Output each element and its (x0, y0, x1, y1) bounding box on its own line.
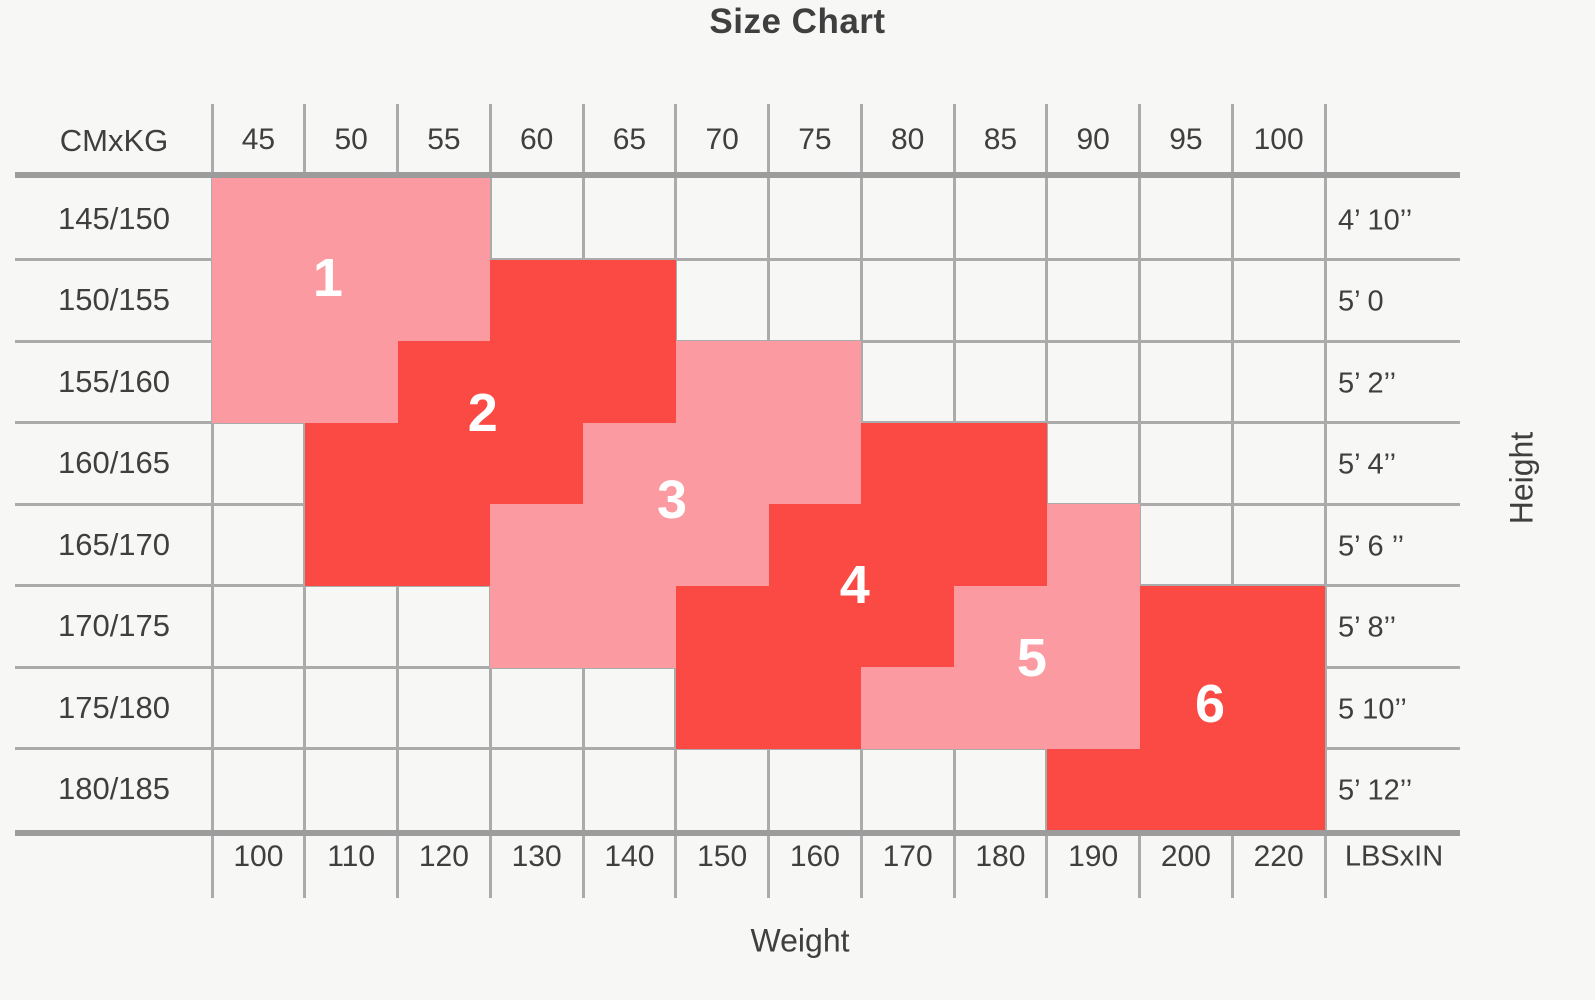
page-title: Size Chart (709, 2, 886, 41)
height-label: 5’ 2’’ (1338, 367, 1397, 400)
col-header-label: 65 (612, 123, 647, 156)
row-header-label: 145/150 (57, 200, 171, 236)
footer-label: 220 (1253, 840, 1304, 873)
cmxkg-corner-label: CMxKG (59, 123, 169, 158)
size-region-block (1139, 667, 1325, 750)
row-header-label: 175/180 (57, 689, 171, 725)
footer-label: 200 (1160, 840, 1211, 873)
size-region-block (675, 585, 954, 668)
size-region-block (1139, 585, 1325, 668)
size-region-block (304, 422, 583, 505)
size-region-block (490, 504, 769, 587)
col-header-label: 60 (519, 123, 554, 156)
size-region-block (768, 504, 1047, 587)
col-header-label: 85 (983, 123, 1018, 156)
col-header-label: 100 (1253, 123, 1304, 156)
weight-axis-label: Weight (750, 922, 850, 959)
height-label: 5’ 4’’ (1338, 448, 1397, 481)
grid-vline (1323, 104, 1327, 898)
footer-label: 140 (604, 840, 655, 873)
row-header-label: 180/185 (57, 771, 171, 807)
footer-label: 110 (327, 840, 376, 873)
height-label: 5’ 0 (1338, 285, 1384, 318)
size-number-label: 2 (467, 382, 498, 443)
col-header-label: 90 (1076, 123, 1110, 156)
grid-strong-hline (15, 830, 1460, 836)
size-region-block (861, 422, 1047, 505)
height-label: 5’ 12’’ (1338, 774, 1413, 807)
size-region-block (583, 422, 862, 505)
size-number-label: 6 (1194, 673, 1226, 734)
size-region-block (490, 259, 676, 342)
footer-label: 150 (697, 840, 748, 873)
col-header-label: 45 (241, 123, 276, 156)
size-region-block (861, 667, 1140, 750)
footer-label: 120 (418, 840, 469, 873)
grid-vline (1230, 104, 1234, 898)
size-number-label: 1 (312, 248, 343, 309)
footer-label: 190 (1068, 840, 1119, 873)
size-region-block (1046, 504, 1140, 587)
size-region-block (675, 341, 862, 424)
height-label: 5’ 8’’ (1338, 611, 1397, 644)
col-header-label: 70 (705, 123, 739, 156)
row-header-label: 165/170 (57, 526, 171, 562)
col-header-label: 95 (1169, 123, 1203, 156)
size-region-block (304, 504, 491, 587)
height-label: 5 10’’ (1338, 693, 1407, 726)
footer-label: 100 (233, 840, 284, 873)
size-number-label: 5 (1016, 628, 1047, 689)
col-header-label: 50 (334, 123, 368, 156)
height-axis-label: Height (1503, 431, 1540, 525)
size-region-block (954, 585, 1140, 668)
row-header-label: 155/160 (57, 363, 171, 399)
row-header-label: 160/165 (57, 445, 171, 481)
size-region-block (397, 341, 676, 424)
footer-label: 160 (789, 840, 840, 873)
grid-vline (1138, 104, 1141, 898)
height-label: 5’ 6 ’’ (1338, 530, 1405, 563)
grid-vline (1045, 104, 1049, 898)
grid-hline (15, 258, 1460, 261)
size-region-block (490, 585, 676, 668)
size-number-label: 3 (657, 469, 688, 530)
size-region-block (675, 667, 862, 750)
size-region-block (212, 178, 491, 261)
grid-strong-hline (15, 172, 1460, 178)
size-region-block (1046, 748, 1325, 831)
size-number-label: 4 (839, 554, 870, 615)
footer-label: 130 (511, 840, 562, 873)
size-region-block (212, 259, 491, 342)
footer-label: 170 (882, 840, 933, 873)
col-header-label: 80 (890, 123, 925, 156)
row-header-label: 170/175 (57, 608, 171, 644)
grid-vline (210, 104, 214, 898)
height-label: 4’ 10’’ (1338, 204, 1413, 237)
row-header-label: 150/155 (57, 282, 171, 318)
col-header-label: 55 (427, 123, 461, 156)
lbsxin-corner-label: LBSxIN (1344, 840, 1444, 873)
size-region-block (212, 341, 398, 424)
footer-label: 180 (975, 840, 1026, 873)
col-header-label: 75 (798, 123, 832, 156)
